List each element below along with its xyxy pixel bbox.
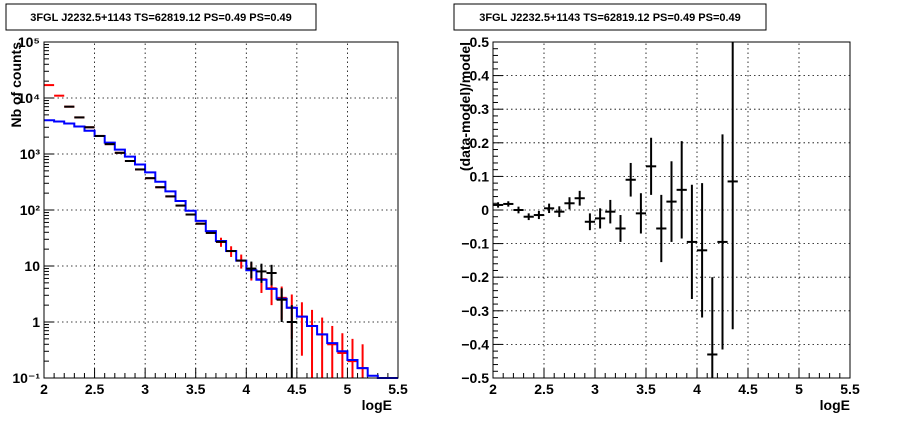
x-tick-label: 2.5 [85,381,105,397]
x-tick-label: 5 [344,381,352,397]
y-tick-label: −0.2 [461,269,489,285]
residuals-panel: 3FGL J2232.5+1143 TS=62819.12 PS=0.49 PS… [453,3,860,413]
y-tick-label: 10² [20,202,41,218]
x-tick-label: 4 [693,381,701,397]
y-tick-label: 10⁴ [18,90,41,106]
y-tick-label: 0.5 [470,34,490,50]
y-tick-label: 10⁵ [18,34,40,50]
x-tick-label: 3.5 [186,381,206,397]
chart-title: 3FGL J2232.5+1143 TS=62819.12 PS=0.49 PS… [30,12,292,24]
y-tick-label: 0.2 [470,135,490,151]
y-tick-label: 0.4 [470,68,490,84]
x-axis-label: logE [362,397,392,413]
y-tick-label: 0.3 [470,101,490,117]
plot-frame [43,41,399,379]
y-tick-label: −0.3 [461,303,489,319]
y-tick-label: 0.1 [470,168,490,184]
x-tick-label: 2 [40,381,48,397]
x-tick-label: 2 [489,381,497,397]
x-tick-label: 3 [141,381,149,397]
y-tick-label: −0.5 [461,370,489,386]
y-axis-label: (data-model)/model [457,42,473,171]
x-tick-label: 5.5 [840,381,860,397]
x-tick-label: 4.5 [738,381,758,397]
x-tick-label: 5.5 [388,381,408,397]
x-tick-label: 3.5 [636,381,656,397]
y-tick-label: 1 [32,314,40,330]
y-tick-label: 0 [481,202,489,218]
x-tick-label: 3 [591,381,599,397]
y-tick-label: −0.1 [461,236,489,252]
plot-frame [492,41,851,379]
x-tick-label: 5 [795,381,803,397]
x-tick-label: 2.5 [534,381,554,397]
x-axis-label: logE [820,397,850,413]
x-tick-label: 4.5 [287,381,307,397]
x-tick-label: 4 [242,381,250,397]
y-tick-label: 10³ [20,146,41,162]
chart-title-box [453,3,767,31]
y-tick-label: 10 [24,258,40,274]
chart-title: 3FGL J2232.5+1143 TS=62819.12 PS=0.49 PS… [479,12,741,24]
model-step-line [44,119,398,379]
y-tick-label: −0.4 [461,336,489,352]
y-tick-label: 10⁻¹ [12,370,40,386]
chart-title-box [5,3,317,31]
y-axis-label: Nb of counts [8,42,24,128]
counts-spectrum-panel: 3FGL J2232.5+1143 TS=62819.12 PS=0.49 PS… [5,3,408,413]
